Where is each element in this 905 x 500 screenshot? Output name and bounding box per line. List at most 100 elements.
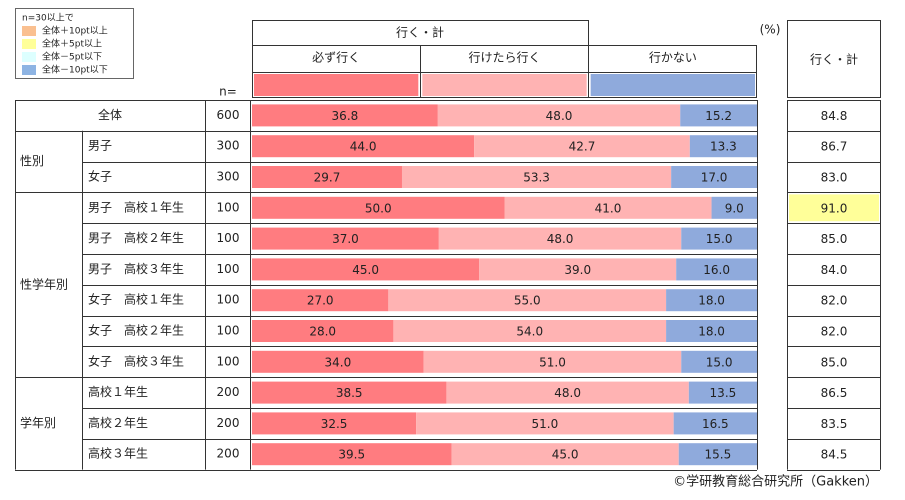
bar-segment [252, 258, 480, 281]
total-header: 行く・計 [810, 52, 858, 67]
value-label: 41.0 [595, 201, 622, 215]
value-label: 48.0 [546, 109, 573, 123]
value-label: 9.0 [725, 201, 744, 215]
value-label: 55.0 [514, 294, 541, 308]
value-label: 15.5 [705, 448, 732, 462]
total-value: 91.0 [821, 201, 848, 215]
legend-swatch [22, 52, 36, 62]
total-value: 84.8 [821, 109, 848, 123]
total-value: 82.0 [821, 325, 848, 339]
bar-segment [680, 104, 757, 127]
group-label: 性別 [20, 154, 44, 168]
legend-label: 全体＋10pt以上 [42, 25, 108, 37]
bar-segment [252, 412, 417, 435]
row-label: 男子 [88, 139, 112, 153]
total-value: 85.0 [821, 355, 848, 369]
legend-swatch [22, 39, 36, 49]
bar-segment [689, 135, 757, 158]
total-value: 86.7 [821, 140, 848, 154]
bar-segment [681, 350, 757, 373]
source: ©学研教育総合研究所（Gakken） [673, 474, 878, 490]
row-label: 女子 高校２年生 [88, 323, 184, 338]
bar-segment [252, 135, 475, 158]
group-label: 学年別 [20, 415, 56, 430]
value-label: 36.8 [332, 109, 359, 123]
bar-segment [474, 135, 690, 158]
value-label: 13.5 [710, 386, 737, 400]
bar-segment [401, 166, 672, 188]
total-highlight [789, 194, 879, 222]
bar-segment [671, 166, 757, 188]
value-label: 54.0 [516, 325, 543, 339]
bar-segment [252, 227, 439, 250]
total-value: 82.0 [821, 294, 848, 308]
value-label: 29.7 [314, 171, 341, 185]
total-value: 86.5 [821, 386, 848, 400]
n-value: 300 [217, 170, 240, 184]
bar-segment [252, 381, 447, 404]
row-label: 男子 高校２年生 [88, 230, 184, 245]
n-value: 100 [217, 324, 240, 338]
bar-segment [423, 350, 682, 373]
row-label: 女子 高校１年生 [88, 292, 184, 307]
value-label: 51.0 [539, 355, 566, 369]
bar-segment [673, 412, 757, 435]
value-label: 39.5 [338, 448, 365, 462]
value-label: 34.0 [324, 355, 351, 369]
value-label: 18.0 [698, 294, 725, 308]
value-label: 15.0 [706, 232, 733, 246]
bar-segment [252, 104, 438, 127]
value-label: 27.0 [307, 294, 334, 308]
value-label: 45.0 [352, 263, 379, 277]
row-label: 高校３年生 [88, 446, 148, 461]
value-label: 13.3 [710, 140, 737, 154]
value-label: 48.0 [547, 232, 574, 246]
bar-segment [711, 196, 757, 219]
bar-segment [666, 320, 757, 342]
total-value: 84.5 [821, 448, 848, 462]
bar-segment [504, 196, 712, 219]
bar-segment [393, 320, 667, 342]
value-label: 53.3 [523, 171, 550, 185]
group-header: 行く・計 [396, 25, 444, 40]
n-value: 100 [217, 200, 240, 214]
n-value: 300 [217, 139, 240, 153]
total-value: 83.5 [821, 417, 848, 431]
value-label: 45.0 [552, 448, 579, 462]
bar-segment [388, 289, 667, 312]
legend-swatch [22, 26, 36, 36]
n-value: 100 [217, 262, 240, 276]
n-value: 200 [217, 416, 240, 430]
legend-swatch [422, 74, 587, 96]
n-value: 600 [217, 108, 240, 122]
bar-segment [681, 227, 757, 250]
value-label: 37.0 [332, 232, 359, 246]
total-header-box [787, 20, 881, 98]
value-label: 17.0 [701, 171, 728, 185]
value-label: 16.5 [702, 417, 729, 431]
row-label: 男子 高校１年生 [88, 199, 184, 214]
bar-segment [252, 320, 394, 342]
legend-swatch [22, 65, 36, 75]
bar-segment [676, 258, 757, 281]
header-box [588, 45, 757, 98]
n-header: n= [219, 85, 237, 99]
n-value: 100 [217, 293, 240, 307]
legend-entry: 必ず行く [312, 51, 360, 65]
group-label: 性学年別 [20, 276, 68, 291]
value-label: 48.0 [554, 386, 581, 400]
value-label: 38.5 [336, 386, 363, 400]
value-label: 32.5 [321, 417, 348, 431]
n-value: 200 [217, 447, 240, 461]
legend-swatch [254, 74, 419, 96]
bar-segment [451, 443, 679, 466]
legend-entry: 行かない [649, 51, 697, 65]
n-value: 200 [217, 385, 240, 399]
value-label: 39.0 [564, 263, 591, 277]
legend-label: 全体＋5pt以上 [42, 38, 102, 50]
value-label: 44.0 [350, 140, 377, 154]
legend-label: 全体－5pt以下 [42, 51, 102, 63]
bar-segment [437, 104, 681, 127]
legend-label: 全体－10pt以下 [42, 64, 108, 76]
bar-segment [438, 227, 682, 250]
